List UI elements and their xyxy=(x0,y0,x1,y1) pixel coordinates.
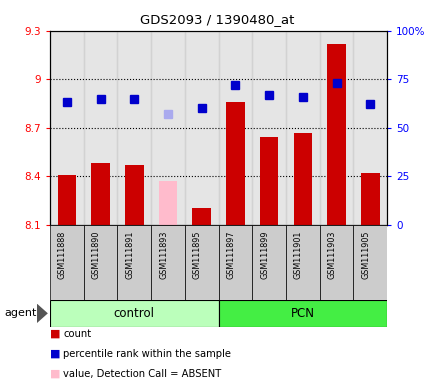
Text: agent: agent xyxy=(4,308,36,318)
Text: GSM111903: GSM111903 xyxy=(327,231,336,279)
Bar xyxy=(218,225,252,300)
Bar xyxy=(84,31,117,225)
Bar xyxy=(286,225,319,300)
Text: GDS2093 / 1390480_at: GDS2093 / 1390480_at xyxy=(140,13,294,26)
Text: percentile rank within the sample: percentile rank within the sample xyxy=(63,349,230,359)
Bar xyxy=(319,225,353,300)
Bar xyxy=(326,44,345,225)
Bar xyxy=(192,209,210,225)
Bar xyxy=(91,163,110,225)
Text: count: count xyxy=(63,329,91,339)
Bar xyxy=(360,173,379,225)
Text: ■: ■ xyxy=(50,329,60,339)
Bar xyxy=(319,31,353,225)
Text: GSM111899: GSM111899 xyxy=(260,231,269,279)
Text: PCN: PCN xyxy=(290,307,314,320)
Bar xyxy=(259,137,278,225)
Polygon shape xyxy=(37,304,48,323)
Bar xyxy=(50,300,218,327)
Text: control: control xyxy=(114,307,155,320)
Text: value, Detection Call = ABSENT: value, Detection Call = ABSENT xyxy=(63,369,221,379)
Bar xyxy=(184,225,218,300)
Bar xyxy=(151,225,184,300)
Bar xyxy=(151,31,184,225)
Text: ■: ■ xyxy=(50,369,60,379)
Bar xyxy=(293,132,312,225)
Text: GSM111893: GSM111893 xyxy=(159,231,168,279)
Bar xyxy=(218,31,252,225)
Bar xyxy=(158,181,177,225)
Text: GSM111895: GSM111895 xyxy=(192,231,201,279)
Bar xyxy=(50,225,83,300)
Text: GSM111897: GSM111897 xyxy=(226,231,235,279)
Bar xyxy=(252,31,286,225)
Text: GSM111891: GSM111891 xyxy=(125,231,134,279)
Text: ■: ■ xyxy=(50,349,60,359)
Bar xyxy=(57,175,76,225)
Bar xyxy=(226,102,244,225)
Bar xyxy=(117,225,151,300)
Bar xyxy=(353,31,386,225)
Bar xyxy=(117,31,151,225)
Bar xyxy=(252,225,286,300)
Text: GSM111890: GSM111890 xyxy=(92,231,100,279)
Bar xyxy=(125,165,143,225)
Bar xyxy=(184,31,218,225)
Text: GSM111888: GSM111888 xyxy=(58,231,67,279)
Bar xyxy=(286,31,319,225)
Text: GSM111905: GSM111905 xyxy=(361,231,369,279)
Bar xyxy=(218,300,386,327)
Bar xyxy=(50,31,83,225)
Bar xyxy=(84,225,117,300)
Bar xyxy=(353,225,386,300)
Text: GSM111901: GSM111901 xyxy=(293,231,302,279)
